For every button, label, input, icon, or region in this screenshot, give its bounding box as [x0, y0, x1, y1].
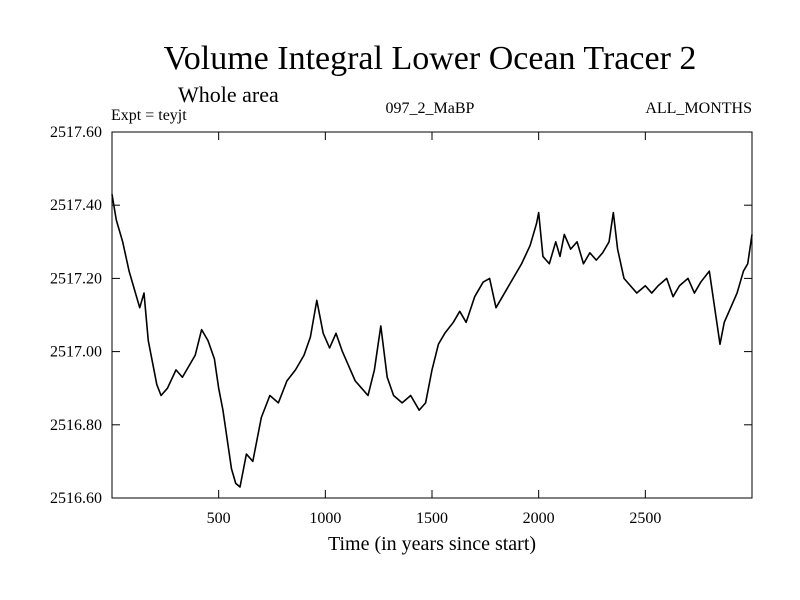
x-tick-label: 500 [207, 510, 231, 527]
experiment-label: Expt = teyjt [111, 107, 187, 124]
y-axis: 2516.60 2516.80 2517.00 2517.20 2517.40 2517.… [50, 124, 752, 507]
chart-title: Volume Integral Lower Ocean Tracer 2 [164, 40, 697, 77]
x-axis: 500 1000 1500 2000 2500 [207, 132, 661, 527]
y-tick-label: 2516.80 [50, 417, 102, 434]
x-axis-label: Time (in years since start) [328, 533, 536, 555]
series-layer [111, 194, 753, 488]
x-tick-label: 1500 [416, 510, 448, 527]
x-tick-label: 2500 [629, 510, 661, 527]
x-tick-label: 1000 [309, 510, 341, 527]
y-tick-label: 2516.60 [50, 490, 102, 507]
months-label: ALL_MONTHS [645, 100, 752, 117]
y-tick-label: 2517.40 [50, 197, 102, 214]
y-tick-label: 2517.60 [50, 124, 102, 141]
series-line [111, 194, 753, 488]
x-tick-label: 2000 [523, 510, 555, 527]
plot-frame [111, 131, 753, 499]
y-tick-label: 2517.00 [50, 344, 102, 361]
run-label: 097_2_MaBP [386, 100, 475, 117]
y-tick-label: 2517.20 [50, 270, 102, 287]
chart-subtitle: Whole area [178, 82, 279, 107]
